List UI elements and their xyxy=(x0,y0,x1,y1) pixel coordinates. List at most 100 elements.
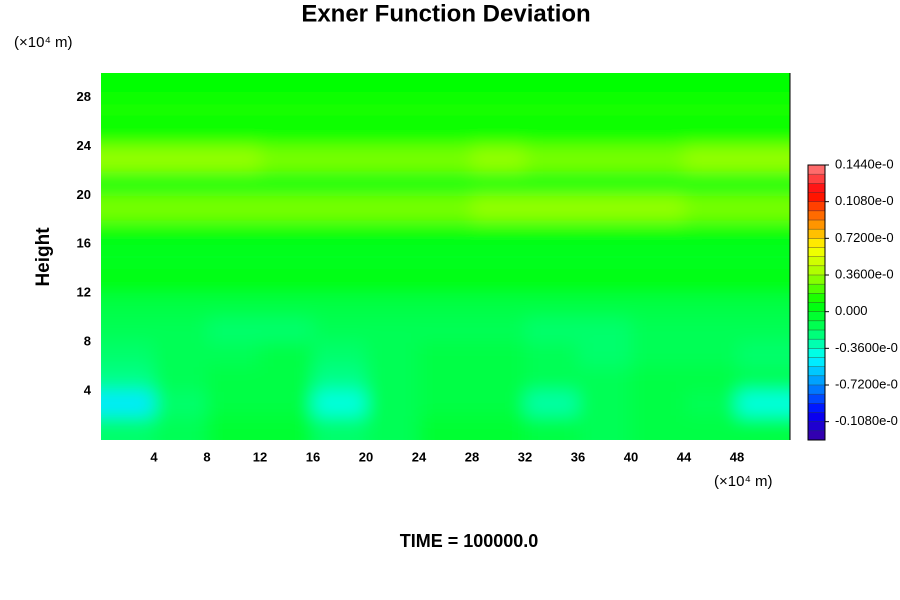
colorbar-swatch xyxy=(808,201,825,212)
field-cell xyxy=(684,342,738,368)
field-cell xyxy=(525,244,579,270)
colorbar-swatch xyxy=(808,403,825,413)
field-cell xyxy=(737,97,790,123)
field-cell xyxy=(631,97,685,123)
field-cell xyxy=(260,195,314,221)
colorbar-swatch xyxy=(808,293,825,303)
field-cell xyxy=(472,170,526,196)
colorbar-swatch xyxy=(808,174,825,184)
field-cell xyxy=(525,73,579,98)
field-cell xyxy=(684,219,738,245)
field-cell xyxy=(631,366,685,392)
field-cell xyxy=(313,293,367,319)
y-axis-label: Height xyxy=(33,227,54,287)
field-cell xyxy=(154,268,208,294)
field-cell xyxy=(101,268,155,294)
colorbar-swatch xyxy=(808,375,825,386)
field-cell xyxy=(525,415,579,440)
field-cell xyxy=(101,342,155,368)
field-cell xyxy=(260,121,314,147)
field-cell xyxy=(154,146,208,172)
field-cell xyxy=(313,244,367,270)
field-cell xyxy=(419,366,473,392)
field-cell xyxy=(313,415,367,440)
field-cell xyxy=(472,293,526,319)
field-cell xyxy=(737,146,790,172)
field-cell xyxy=(578,293,632,319)
x-tick-label: 28 xyxy=(465,449,479,464)
field-cell xyxy=(419,244,473,270)
field-cell xyxy=(578,244,632,270)
colorbar-frame xyxy=(807,164,826,441)
field-cell xyxy=(472,342,526,368)
field-cell xyxy=(631,342,685,368)
field-cell xyxy=(631,415,685,440)
field-cell xyxy=(207,121,261,147)
field-cell xyxy=(154,293,208,319)
colorbar-swatch xyxy=(808,275,825,285)
x-tick-label: 44 xyxy=(677,449,692,464)
field-cell xyxy=(684,391,738,417)
colorbar-swatch xyxy=(808,394,825,404)
field-cell xyxy=(154,121,208,147)
colorbar-swatch xyxy=(808,339,825,349)
field-cell xyxy=(737,317,790,343)
field-cell xyxy=(525,293,579,319)
field-cell xyxy=(101,146,155,172)
y-tick-label: 16 xyxy=(77,236,91,251)
y-tick-label: 8 xyxy=(84,334,91,349)
colorbar-swatch xyxy=(808,165,825,175)
field-cell xyxy=(260,268,314,294)
field-cell xyxy=(472,268,526,294)
field-cell xyxy=(260,73,314,98)
colorbar-swatch xyxy=(808,412,825,422)
field-cell xyxy=(737,195,790,221)
colorbar-swatch xyxy=(808,220,825,230)
field-cell xyxy=(366,293,420,319)
field-cell xyxy=(419,219,473,245)
field-cell xyxy=(313,391,367,417)
field-cell xyxy=(313,317,367,343)
field-cell xyxy=(684,121,738,147)
field-cell xyxy=(207,317,261,343)
field-cell xyxy=(101,97,155,123)
colorbar-label: -0.3600e-0 xyxy=(835,340,898,355)
field-cell xyxy=(207,73,261,98)
field-cell xyxy=(737,342,790,368)
x-tick-label: 16 xyxy=(306,449,320,464)
field-cell xyxy=(366,219,420,245)
field-cell xyxy=(578,195,632,221)
field-cell xyxy=(472,73,526,98)
field-cell xyxy=(154,415,208,440)
field-cell xyxy=(260,97,314,123)
field-cell xyxy=(578,97,632,123)
field-cell xyxy=(366,73,420,98)
field-cell xyxy=(737,219,790,245)
field-cell xyxy=(737,268,790,294)
field-cell xyxy=(260,244,314,270)
field-cell xyxy=(313,170,367,196)
field-cell xyxy=(578,146,632,172)
colorbar-label: 0.3600e-0 xyxy=(835,266,894,281)
field-cell xyxy=(684,244,738,270)
field-cell xyxy=(525,195,579,221)
colorbar-swatch xyxy=(808,302,825,312)
field-cell xyxy=(260,170,314,196)
colorbar-label: -0.7200e-0 xyxy=(835,376,898,391)
field-cell xyxy=(419,121,473,147)
field-cell xyxy=(366,146,420,172)
chart-title: Exner Function Deviation xyxy=(301,0,590,27)
field-cell xyxy=(101,73,155,98)
field-cell xyxy=(313,73,367,98)
field-cell xyxy=(684,97,738,123)
field-cell xyxy=(578,391,632,417)
field-cell xyxy=(631,317,685,343)
field-cell xyxy=(313,121,367,147)
field-cell xyxy=(207,244,261,270)
field-cell xyxy=(472,317,526,343)
field-cell xyxy=(101,317,155,343)
field-cell xyxy=(737,293,790,319)
field-cell xyxy=(313,146,367,172)
field-cell xyxy=(101,121,155,147)
field-cell xyxy=(525,391,579,417)
